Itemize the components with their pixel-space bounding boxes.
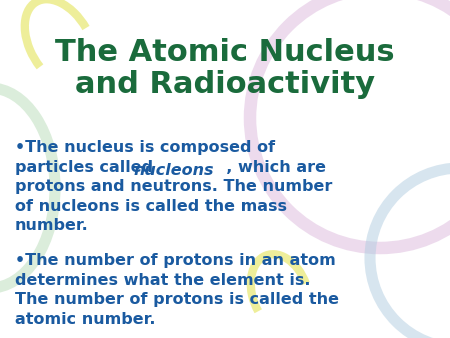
Text: •The nucleus is composed of
particles called             , which are
protons and: •The nucleus is composed of particles ca… <box>15 140 333 233</box>
Text: •The number of protons in an atom
determines what the element is.
The number of : •The number of protons in an atom determ… <box>15 253 339 327</box>
Text: The Atomic Nucleus
and Radioactivity: The Atomic Nucleus and Radioactivity <box>55 38 395 99</box>
Text: nucleons: nucleons <box>133 163 213 178</box>
